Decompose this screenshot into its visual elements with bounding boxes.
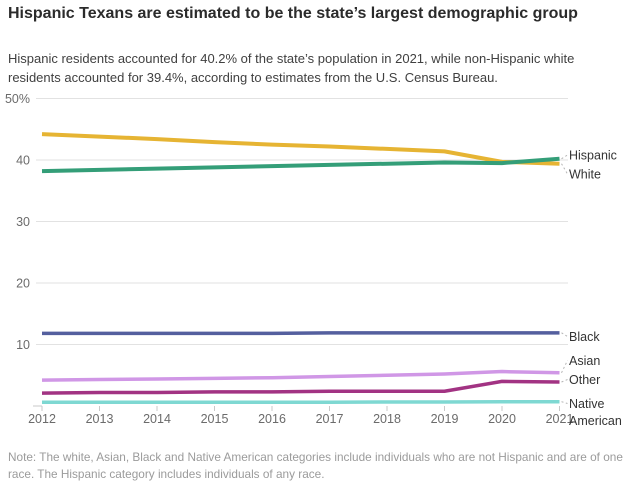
x-axis-tick-label: 2013	[86, 412, 114, 426]
y-axis-tick-label: 30	[16, 215, 30, 229]
series-line-other	[41, 379, 560, 395]
y-axis-tick-label: 50%	[5, 92, 30, 106]
series-line-hispanic	[41, 156, 560, 174]
series-label-white: White	[569, 167, 601, 181]
x-axis-tick-label: 2020	[488, 412, 516, 426]
label-connector-white	[561, 163, 568, 175]
y-axis-tick-label: 10	[16, 338, 30, 352]
x-axis-tick-label: 2014	[143, 412, 171, 426]
series-line-white	[41, 132, 560, 166]
chart-title: Hispanic Texans are estimated to be the …	[8, 5, 578, 22]
x-axis-tick-label: 2015	[201, 412, 229, 426]
chart-subtitle: Hispanic residents accounted for 40.2% o…	[8, 51, 575, 85]
x-axis-tick-label: 2021	[546, 412, 574, 426]
label-connector-asian	[561, 360, 568, 374]
series-label-asian: Asian	[569, 354, 600, 368]
chart-note: Note: The white, Asian, Black and Native…	[8, 450, 623, 481]
label-connector-hispanic	[561, 154, 568, 160]
series-label-native-american: American	[569, 414, 622, 428]
y-axis-tick-label: 20	[16, 276, 30, 290]
series-label-native-american: Native	[569, 397, 604, 411]
series-line-native-american	[42, 399, 560, 405]
series-label-hispanic: Hispanic	[569, 148, 617, 162]
label-connector-native-american	[561, 401, 568, 404]
series-label-other: Other	[569, 373, 600, 387]
x-axis-tick-label: 2017	[316, 412, 344, 426]
label-connector-black	[561, 332, 568, 337]
y-axis-tick-label: 40	[16, 153, 30, 167]
series-label-black: Black	[569, 330, 600, 344]
x-axis-tick-label: 2016	[258, 412, 286, 426]
series-line-black	[42, 331, 560, 336]
demographics-line-chart: 50% 40 30 20 10 2012 2013 2014 2015 2016 2017 2018 2…	[5, 92, 622, 428]
label-connector-other	[561, 379, 568, 383]
x-axis-tick-label: 2019	[431, 412, 459, 426]
x-axis-tick-label: 2018	[373, 412, 401, 426]
series-line-asian	[41, 369, 560, 382]
x-axis-tick-label: 2012	[28, 412, 56, 426]
